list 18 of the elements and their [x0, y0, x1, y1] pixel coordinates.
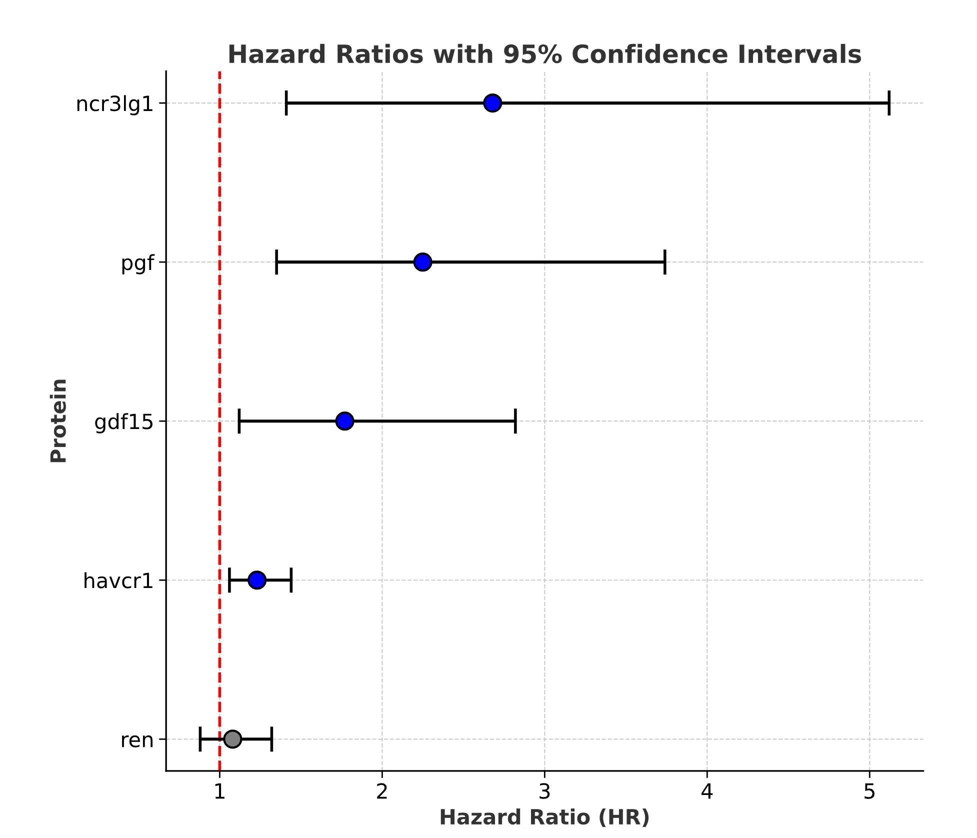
x-tick-label: 5 [864, 783, 874, 799]
y-axis-title: Protein [50, 380, 66, 462]
point [413, 252, 432, 272]
y-tick-label: gdf15 [95, 413, 152, 434]
point [248, 570, 267, 590]
y-tick-label: ncr3lg1 [77, 95, 152, 116]
x-tick-label: 1 [215, 783, 224, 799]
point [223, 730, 242, 749]
x-tick-label: 3 [540, 783, 550, 799]
point [335, 412, 354, 431]
x-tick-label: 2 [377, 783, 387, 799]
y-tick-label: havcr1 [84, 572, 152, 588]
y-tick-label: ren [122, 735, 153, 748]
chart-title: Hazard Ratios with 95% Confidence Intervals [229, 44, 862, 64]
y-tick-label: pgf [122, 254, 155, 274]
x-tick-label: 4 [702, 783, 713, 799]
x-axis-title: Hazard Ratio (HR) [440, 808, 649, 828]
point [483, 93, 502, 113]
